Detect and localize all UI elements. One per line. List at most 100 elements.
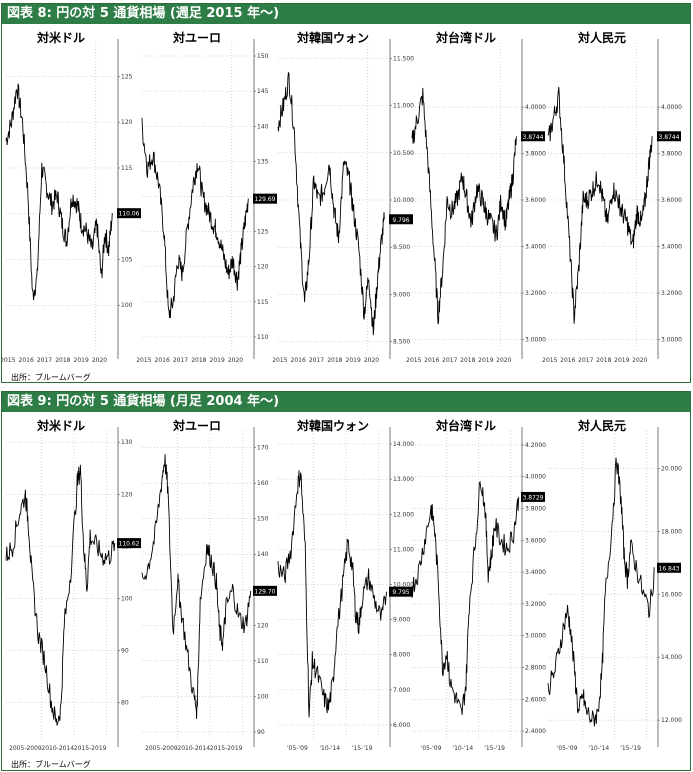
chart-title: 対ユーロ (172, 30, 221, 45)
x-tick-label: 2005-2009 (9, 745, 42, 752)
y-tick-label: 9.000 (393, 291, 410, 298)
y-tick-label: 3.8000 (661, 151, 682, 158)
x-tick-label: 2010-2014 (41, 745, 74, 752)
chart-title: 対人民元 (577, 418, 626, 433)
y-tick-label: 3.4000 (525, 243, 546, 250)
x-tick-label: 2017 (37, 357, 52, 364)
y-tick-label: 6.000 (393, 722, 410, 729)
last-value-box (253, 585, 277, 596)
x-tick-label: 2019 (614, 357, 629, 364)
x-tick-label: '05-'09 (557, 745, 578, 752)
y-tick-label: 130 (121, 439, 133, 446)
y-tick-label: 3.0000 (525, 633, 546, 640)
y-tick-label: 16.000 (661, 591, 682, 598)
series-line (547, 86, 653, 324)
last-value-box (521, 491, 545, 502)
chart-2: 対ユーロ170160150140130120110100902005-20092… (141, 418, 277, 752)
y-tick-label: 120 (121, 119, 133, 126)
series-line (277, 470, 388, 718)
chart-3: 対韓国ウォン 11.500 11.000 10.500 10.000 9.500 9.000… (272, 30, 414, 364)
y-tick-label: 9.500 (393, 244, 410, 251)
y-tick-label: 170 (257, 445, 269, 452)
y-tick-label: 10.500 (393, 150, 414, 157)
y-tick-label: 115 (121, 165, 133, 172)
y-tick-label: 8.500 (393, 339, 410, 346)
x-tick-label: 2016 (155, 357, 170, 364)
y-tick-label: 3.0000 (661, 336, 682, 343)
last-value-box (117, 538, 141, 549)
y-tick-label: 3.4000 (661, 243, 682, 250)
y-tick-label: 160 (257, 480, 269, 487)
last-value-label: 3.8729 (523, 494, 544, 501)
y-tick-label: 115 (257, 299, 269, 306)
panel-weekly: 図表 8: 円の対 5 通貨相場 (週足 2015 年〜) 対米ドル 125 120… (1, 3, 691, 383)
last-value-label: 16.843 (659, 565, 680, 572)
y-tick-label: 150 (257, 53, 269, 60)
x-tick-label: '05-'09 (287, 745, 308, 752)
x-tick-label: 2018 (596, 357, 611, 364)
y-tick-label: 100 (257, 693, 269, 700)
y-tick-label: 3.2000 (661, 290, 682, 297)
last-value-label: 110.62 (119, 541, 140, 548)
x-tick-label: 2015 (542, 357, 557, 364)
y-tick-label: 3.6000 (661, 197, 682, 204)
chart-1: 対米ドル13012011010090802005-20092010-201420… (5, 418, 141, 752)
y-tick-label: 120 (121, 491, 133, 498)
x-tick-label: 2017 (309, 357, 324, 364)
y-tick-label: 110 (257, 334, 269, 341)
x-tick-label: '10-'14 (319, 745, 340, 752)
last-value-label: 9.795 (392, 589, 409, 596)
last-value-box (657, 131, 681, 142)
y-tick-label: 3.8000 (525, 506, 546, 513)
x-tick-label: 2018 (55, 357, 70, 364)
last-value-box (389, 214, 413, 225)
y-tick-label: 11.000 (393, 103, 414, 110)
x-tick-label: 2020 (632, 357, 647, 364)
last-value-label: 110.06 (119, 211, 140, 218)
last-value-box (657, 562, 681, 573)
chart-3: 対韓国ウォン 14.000 13.000 12.000 11.000 10.000 9.00… (277, 418, 414, 752)
chart-4: 対台湾ドル 4.2000 4.0000 3.8000 3.6000 3.4000 3.200… (411, 418, 546, 752)
x-tick-label: '05-'09 (421, 745, 442, 752)
y-tick-label: 4.2000 (525, 442, 546, 449)
series-line (411, 87, 517, 325)
last-value-label: 129.70 (255, 588, 276, 595)
x-tick-label: 2016 (560, 357, 575, 364)
chart-title: 対台湾ドル (435, 418, 496, 433)
x-tick-label: 2019 (74, 357, 89, 364)
y-tick-label: 10.000 (393, 581, 414, 588)
last-value-label: 3.8744 (659, 134, 680, 141)
y-tick-label: 145 (257, 88, 269, 95)
y-tick-label: 125 (257, 229, 269, 236)
y-tick-label: 20.000 (661, 465, 682, 472)
y-tick-label: 110 (257, 658, 269, 665)
y-tick-label: 140 (257, 123, 269, 130)
series-line (277, 72, 385, 336)
source-note: 出所：ブルームバーグ (11, 760, 91, 769)
y-tick-label: 100 (121, 595, 133, 602)
x-tick-label: 2017 (578, 357, 593, 364)
x-tick-label: 2020 (364, 357, 379, 364)
x-tick-label: 2016 (291, 357, 306, 364)
y-tick-label: 3.2000 (525, 290, 546, 297)
chart-area-weekly: 対米ドル125120115110105100201520162017201820… (2, 30, 682, 364)
series-line (5, 83, 113, 301)
last-value-label: 3.8744 (523, 134, 544, 141)
last-value-box (389, 586, 413, 597)
y-tick-label: 4.0000 (525, 474, 546, 481)
y-tick-label: 125 (121, 73, 133, 80)
x-tick-label: 2017 (442, 357, 457, 364)
y-tick-label: 14.000 (393, 441, 414, 448)
panel-title: 図表 9: 円の対 5 通貨相場 (月足 2004 年〜) (2, 392, 690, 412)
y-tick-label: 14.000 (661, 654, 682, 661)
x-tick-label: 2015-2019 (74, 745, 107, 752)
y-tick-label: 3.0000 (525, 336, 546, 343)
chart-title: 対人民元 (577, 30, 626, 45)
x-tick-label: 2019 (346, 357, 361, 364)
y-tick-label: 105 (121, 256, 133, 263)
x-tick-label: '15-'19 (620, 745, 641, 752)
y-tick-label: 11.000 (393, 546, 414, 553)
y-tick-label: 3.6000 (525, 537, 546, 544)
x-tick-label: 2020 (228, 357, 243, 364)
series-line (411, 480, 520, 715)
